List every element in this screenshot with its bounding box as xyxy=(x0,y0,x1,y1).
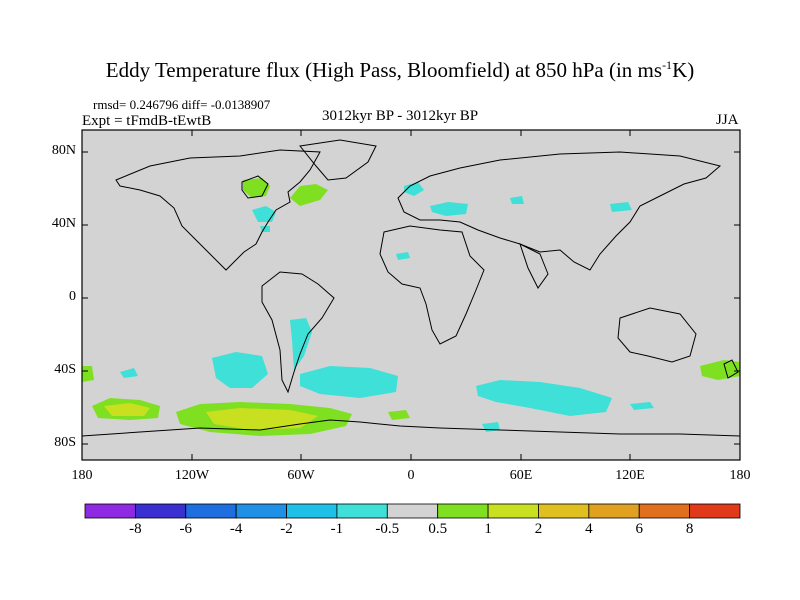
patch-weddell xyxy=(388,410,410,420)
colorbar-swatch xyxy=(185,503,237,519)
coast-greenland xyxy=(299,139,377,181)
colorbar-label: -6 xyxy=(179,521,193,537)
colorbar-label: -1 xyxy=(330,521,344,537)
coast-north-america xyxy=(115,149,321,271)
experiment-label: Expt = tFmdB-tEwtB xyxy=(82,113,212,129)
season-label: JJA xyxy=(716,112,739,128)
patch-great-lakes xyxy=(252,206,276,222)
colorbar-label: 6 xyxy=(635,521,643,537)
axis-ticks xyxy=(81,130,741,460)
lon-label-0: 0 xyxy=(407,468,415,483)
patch-new-zealand xyxy=(700,360,740,380)
patch-south-pacific xyxy=(212,352,268,388)
colorbar xyxy=(84,503,741,519)
colorbar-swatch xyxy=(689,503,741,519)
lon-label-180w: 180 xyxy=(71,468,93,483)
patch-se-pacific xyxy=(120,368,138,378)
colorbar-label: 0.5 xyxy=(428,521,448,537)
colorbar-label: -4 xyxy=(229,521,243,537)
coast-south-america xyxy=(261,271,335,394)
coastlines xyxy=(81,139,741,437)
patch-ross-inner xyxy=(104,403,150,416)
patch-antarctic-pacific-inner xyxy=(206,408,318,430)
colorbar-swatch xyxy=(84,503,136,519)
colorbar-label: -0.5 xyxy=(375,521,400,537)
patch-central-asia xyxy=(510,196,524,204)
colorbar-label: 1 xyxy=(484,521,492,537)
colorbar-swatch xyxy=(286,503,338,519)
colorbar-label: -8 xyxy=(129,521,142,537)
colorbar-swatch xyxy=(437,503,489,519)
colorbar-label: -2 xyxy=(280,521,293,537)
coast-australia xyxy=(617,307,697,363)
patch-south-atlantic xyxy=(300,366,398,398)
lat-label-80s: 80S xyxy=(54,435,76,450)
patch-labrador xyxy=(290,184,328,206)
lat-label-40n: 40N xyxy=(51,216,76,231)
colorbar-swatch xyxy=(638,503,691,519)
lat-label-40s: 40S xyxy=(54,362,76,377)
colorbar-swatch xyxy=(487,503,539,519)
colorbar-swatch xyxy=(134,503,187,519)
colorbar-swatch xyxy=(538,503,590,519)
colorbar-swatch xyxy=(336,503,388,519)
patch-south-america xyxy=(290,318,312,370)
lat-label-80n: 80N xyxy=(51,143,76,158)
plot-title: Eddy Temperature flux (High Pass, Bloomf… xyxy=(105,58,695,82)
coast-eurasia xyxy=(397,151,722,271)
lon-label-60w: 60W xyxy=(287,468,315,483)
coast-new-zealand xyxy=(723,359,739,379)
colorbar-label: 4 xyxy=(585,521,593,537)
patch-europe xyxy=(430,202,468,216)
lon-label-120w: 120W xyxy=(174,468,210,483)
anomaly-patches xyxy=(82,178,740,436)
colorbar-swatch xyxy=(235,503,287,519)
patch-indian-ocean xyxy=(476,380,612,416)
coast-africa xyxy=(379,225,485,345)
lon-label-180e: 180 xyxy=(729,468,751,483)
lon-label-120e: 120E xyxy=(615,468,645,483)
colorbar-label: 2 xyxy=(534,521,543,537)
period-label: 3012kyr BP - 3012kyr BP xyxy=(322,108,479,124)
patch-east-asia xyxy=(610,202,632,212)
lat-label-0: 0 xyxy=(69,289,76,304)
colorbar-swatch xyxy=(588,503,640,519)
stats-text: rmsd= 0.246796 diff= -0.0138907 xyxy=(93,97,271,112)
patch-north-africa xyxy=(396,252,410,260)
colorbar-label: 8 xyxy=(685,521,694,537)
colorbar-swatch xyxy=(386,503,439,519)
patch-scandinavia xyxy=(404,182,424,196)
coast-hudson-bay xyxy=(241,175,269,199)
lon-label-60e: 60E xyxy=(509,468,533,483)
patch-southern-indian xyxy=(630,402,654,410)
coast-antarctica xyxy=(81,419,741,437)
coast-india xyxy=(519,243,549,289)
patch-dateline-west xyxy=(82,366,94,382)
